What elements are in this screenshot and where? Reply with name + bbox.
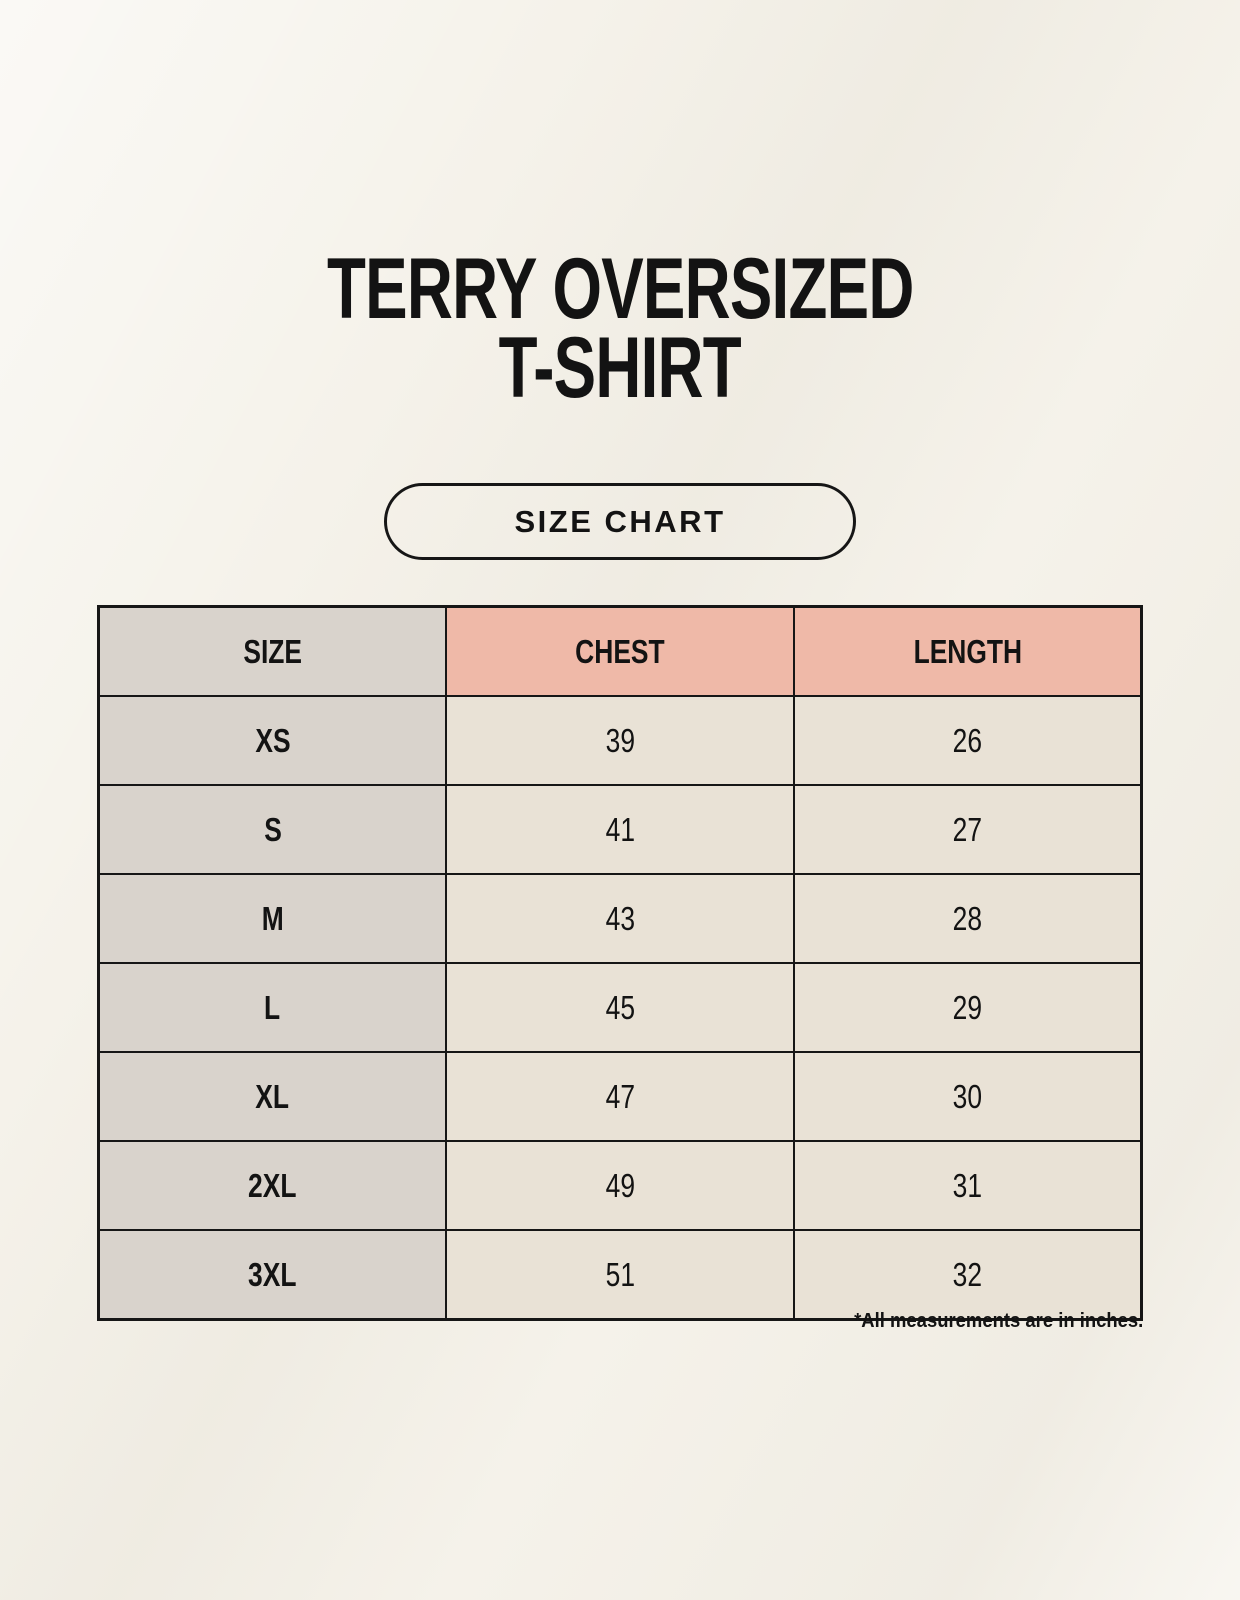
size-value: 2XL [248,1166,297,1204]
length-cell: 27 [792,784,1143,875]
chest-value: 45 [605,988,635,1026]
size-chart-button[interactable]: SIZE CHART [384,483,856,560]
header-row: SIZE CHEST LENGTH [97,605,1143,697]
measurements-note-text: *All measurements are in inches. [853,1309,1143,1332]
column-header-length-label: LENGTH [913,632,1022,670]
size-cell: 2XL [97,1140,448,1231]
size-cell: L [97,962,448,1053]
size-cell: XS [97,695,448,786]
length-cell: 29 [792,962,1143,1053]
size-value: M [261,899,284,937]
chest-cell: 41 [445,784,795,875]
size-table: SIZE CHEST LENGTH XS 39 26 S 41 27 M 43 … [97,605,1143,1321]
table-row-xl: XL 47 30 [97,1051,1143,1142]
chest-value: 41 [605,810,635,848]
table-row-s: S 41 27 [97,784,1143,875]
chest-cell: 49 [445,1140,795,1231]
size-table-body: XS 39 26 S 41 27 M 43 28 L 45 29 XL 47 [97,695,1143,1321]
chest-cell: 43 [445,873,795,964]
length-value: 32 [952,1255,983,1293]
size-value: XS [254,721,291,759]
size-table-header: SIZE CHEST LENGTH [97,605,1143,697]
table-row-2xl: 2XL 49 31 [97,1140,1143,1231]
chest-value: 51 [605,1255,635,1293]
size-cell: XL [97,1051,448,1142]
size-value: L [264,988,281,1026]
table-row-l: L 45 29 [97,962,1143,1053]
chest-cell: 47 [445,1051,795,1142]
table-row-xs: XS 39 26 [97,695,1143,786]
length-value: 31 [952,1166,983,1204]
chest-cell: 45 [445,962,795,1053]
length-cell: 26 [792,695,1143,786]
chest-value: 43 [605,899,635,937]
length-value: 28 [952,899,983,937]
measurements-note: *All measurements are in inches. [822,1309,1143,1333]
product-title-line2-text: T-SHIRT [498,320,742,416]
column-header-size-label: SIZE [243,632,302,670]
chest-value: 47 [605,1077,635,1115]
column-header-size: SIZE [97,605,448,697]
size-value: XL [255,1077,290,1115]
size-cell: 3XL [97,1229,448,1321]
chest-cell: 51 [445,1229,795,1321]
length-cell: 31 [792,1140,1143,1231]
length-cell: 28 [792,873,1143,964]
table-row-3xl: 3XL 51 32 [97,1229,1143,1321]
length-cell: 32 [792,1229,1143,1321]
chest-cell: 39 [445,695,795,786]
product-title-line1: TERRY OVERSIZED [0,241,1240,337]
size-cell: M [97,873,448,964]
length-value: 27 [952,810,983,848]
column-header-chest: CHEST [445,605,795,697]
size-chart-button-label: SIZE CHART [514,503,726,539]
size-value: S [263,810,282,848]
length-cell: 30 [792,1051,1143,1142]
chest-value: 49 [605,1166,635,1204]
column-header-length: LENGTH [792,605,1143,697]
length-value: 26 [952,721,983,759]
length-value: 29 [952,988,983,1026]
product-title-line2: T-SHIRT [0,320,1240,416]
column-header-chest-label: CHEST [575,632,665,670]
chest-value: 39 [605,721,635,759]
size-cell: S [97,784,448,875]
product-title-line1-text: TERRY OVERSIZED [326,241,914,337]
table-row-m: M 43 28 [97,873,1143,964]
size-value: 3XL [248,1255,297,1293]
length-value: 30 [952,1077,983,1115]
page-title: TERRY OVERSIZED T-SHIRT [0,241,1240,416]
